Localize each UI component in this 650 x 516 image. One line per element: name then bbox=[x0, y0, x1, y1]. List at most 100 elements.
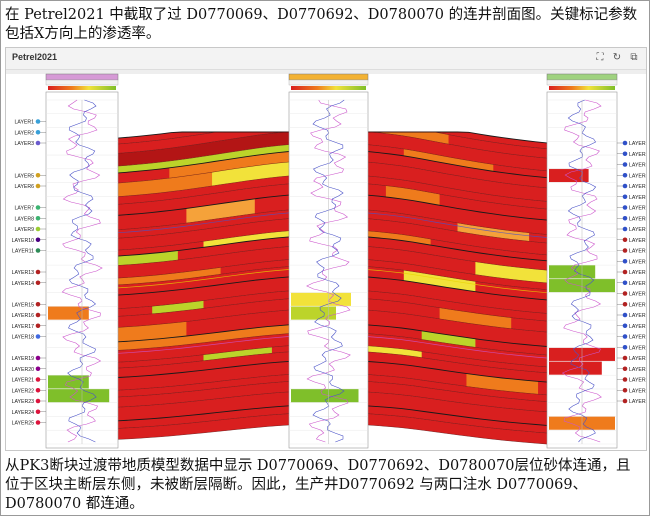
marker-dot bbox=[35, 420, 41, 425]
marker-label: LAYER24 bbox=[12, 410, 35, 416]
facies-patch bbox=[118, 250, 178, 266]
marker-label: LAYER8 bbox=[14, 216, 34, 222]
marker-dot bbox=[622, 258, 628, 264]
marker-dot bbox=[622, 377, 628, 382]
marker-dot bbox=[622, 344, 628, 350]
marker-dot bbox=[35, 172, 41, 178]
log-curve-magenta bbox=[61, 99, 103, 443]
marker-label: LAYER5 bbox=[14, 173, 34, 179]
marker-label: LAYER18 bbox=[629, 324, 646, 330]
marker-dot bbox=[622, 398, 628, 404]
well-track-1 bbox=[45, 73, 119, 449]
horizon-line bbox=[117, 290, 290, 309]
horizon-line bbox=[367, 175, 548, 202]
layer-band bbox=[368, 176, 547, 210]
horizon-line bbox=[367, 266, 548, 290]
horizon-line bbox=[117, 276, 290, 296]
facies-patch bbox=[212, 162, 289, 186]
marker-label: LAYER18 bbox=[12, 335, 35, 341]
marker-label: LAYER24 bbox=[629, 388, 646, 394]
layer-band bbox=[368, 310, 547, 347]
marker-dot bbox=[622, 172, 628, 178]
log-curve-blue bbox=[567, 99, 597, 443]
facies-patch bbox=[203, 347, 272, 361]
marker-label: LAYER19 bbox=[12, 356, 35, 362]
facies-patch bbox=[457, 222, 530, 242]
marker-dot bbox=[35, 355, 41, 361]
horizon-line bbox=[367, 194, 548, 221]
track-header bbox=[288, 79, 369, 86]
marker-label: LAYER12 bbox=[629, 259, 646, 265]
marker-label: LAYER23 bbox=[12, 399, 35, 405]
layer-band bbox=[118, 246, 289, 279]
horizon-line bbox=[117, 405, 290, 422]
facies-patch bbox=[118, 155, 213, 173]
layer-band bbox=[118, 132, 289, 144]
layer-band bbox=[368, 162, 547, 202]
permeability-scale bbox=[549, 86, 615, 90]
marker-group-1: LAYER1 LAYER2 LAYER3 LAYER5 LAYER6 LAYER7 LAYE… bbox=[12, 119, 46, 427]
horizon-line bbox=[367, 361, 548, 383]
horizon-line bbox=[117, 259, 290, 279]
marker-group-3: LAYER1 LAYER2 LAYER3 LAYER4 LAYER5 LAYER6 LAYE… bbox=[617, 140, 646, 405]
marker-dot bbox=[35, 140, 41, 146]
layer-band bbox=[118, 381, 289, 408]
marker-dot bbox=[35, 366, 41, 372]
marker-dot bbox=[622, 301, 628, 307]
marker-dot bbox=[622, 323, 628, 329]
marker-dot bbox=[35, 237, 41, 243]
facies-patch bbox=[421, 330, 476, 348]
marker-label: LAYER14 bbox=[629, 281, 646, 287]
property-block bbox=[291, 388, 359, 403]
horizon-line bbox=[367, 324, 548, 347]
marker-label: LAYER6 bbox=[629, 195, 646, 201]
marker-dot bbox=[35, 215, 41, 221]
marker-label: LAYER19 bbox=[629, 335, 646, 341]
marker-label: LAYER20 bbox=[12, 367, 35, 373]
facies-patch bbox=[368, 230, 431, 246]
fullscreen-icon[interactable]: ⛶ bbox=[596, 52, 604, 63]
layer-band bbox=[118, 183, 289, 216]
window-titlebar: Petrel2021 ⛶ ↻ ⧉ bbox=[6, 48, 646, 70]
layer-band bbox=[118, 405, 289, 429]
layer-band bbox=[368, 132, 547, 149]
horizon-line bbox=[117, 298, 290, 317]
property-block bbox=[291, 306, 336, 320]
horizon-line bbox=[367, 374, 548, 396]
marker-label: LAYER15 bbox=[629, 292, 646, 298]
facies-patch bbox=[403, 148, 494, 172]
horizon-line bbox=[368, 131, 548, 149]
marker-label: LAYER10 bbox=[629, 238, 646, 244]
marker-label: LAYER25 bbox=[629, 399, 646, 405]
correlation-trace bbox=[117, 269, 290, 289]
track-header bbox=[45, 79, 119, 86]
layer-band bbox=[118, 351, 289, 378]
marker-label: LAYER7 bbox=[14, 206, 34, 212]
facies-patch bbox=[118, 321, 187, 342]
horizon-line bbox=[367, 259, 548, 284]
marker-dot bbox=[35, 301, 41, 307]
marker-dot bbox=[35, 334, 41, 339]
marker-label: LAYER16 bbox=[12, 313, 35, 319]
marker-label: LAYER14 bbox=[12, 281, 35, 287]
horizon-line bbox=[117, 413, 290, 429]
facies-patch bbox=[368, 345, 422, 358]
marker-label: LAYER2 bbox=[14, 130, 34, 136]
marker-dot bbox=[622, 140, 628, 146]
well-section-panel[interactable]: LAYER1 LAYER2 LAYER3 LAYER5 LAYER6 LAYER7 LAYE… bbox=[6, 70, 646, 450]
property-block bbox=[48, 388, 110, 403]
layer-band bbox=[368, 290, 547, 322]
layer-band bbox=[118, 413, 289, 440]
copy-icon[interactable]: ⧉ bbox=[630, 52, 638, 63]
horizon-line bbox=[117, 218, 290, 239]
horizon-line bbox=[117, 144, 290, 167]
refresh-icon[interactable]: ↻ bbox=[612, 52, 622, 63]
marker-dot bbox=[35, 183, 41, 189]
well-header bbox=[45, 73, 119, 81]
marker-dot bbox=[35, 377, 41, 382]
horizon-line bbox=[367, 218, 548, 244]
well-section-view[interactable]: LAYER1LAYER2LAYER3LAYER5LAYER6LAYER7LAYE… bbox=[6, 70, 646, 450]
horizon-line bbox=[117, 161, 290, 184]
property-block bbox=[549, 168, 589, 183]
marker-dot bbox=[35, 226, 41, 232]
